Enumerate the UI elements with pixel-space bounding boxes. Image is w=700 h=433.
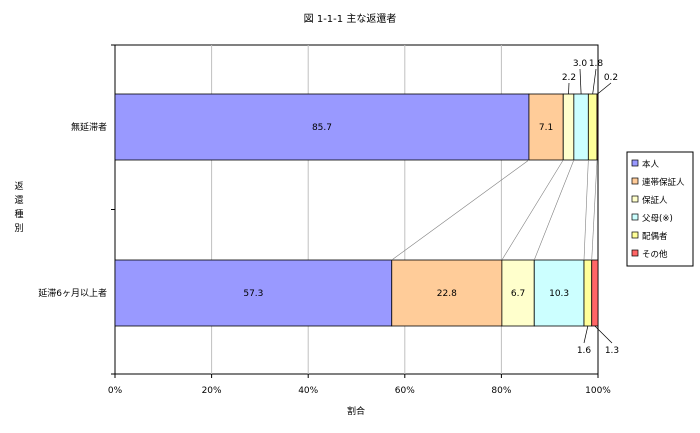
bar-segment: [597, 94, 598, 160]
data-label: 10.3: [549, 289, 569, 299]
series-connector-line: [392, 160, 529, 260]
y-axis-title-char: 還: [14, 194, 23, 206]
legend-label: 配偶者: [642, 231, 668, 242]
x-tick-label: 0%: [108, 386, 123, 396]
y-axis-title-char: 種: [14, 209, 23, 220]
bar-segment: [584, 260, 592, 326]
legend-swatch: [632, 178, 638, 184]
y-axis-title-char: 返: [14, 180, 23, 192]
legend-swatch: [632, 232, 638, 238]
data-label: 1.3: [605, 346, 619, 356]
data-label-leader: [595, 326, 612, 343]
data-label: 1.6: [577, 346, 592, 356]
data-label-leader: [593, 69, 596, 94]
y-axis-title-char: 別: [14, 223, 23, 234]
x-tick-label: 20%: [202, 386, 222, 396]
bar-segment: [574, 94, 588, 160]
legend-label: その他: [642, 249, 668, 260]
legend-label: 父母(※): [642, 214, 673, 224]
bar-segment: [588, 94, 597, 160]
data-label: 0.2: [604, 73, 618, 83]
x-tick-label: 40%: [298, 386, 318, 396]
x-axis-title: 割合: [347, 405, 365, 417]
data-label: 57.3: [243, 289, 263, 299]
data-label: 22.8: [437, 289, 457, 299]
data-label: 85.7: [312, 123, 332, 133]
data-label: 1.8: [589, 59, 604, 69]
legend-swatch: [632, 160, 638, 166]
legend-label: 本人: [642, 159, 660, 170]
chart-title: 図 1-1-1 主な返還者: [304, 13, 397, 25]
series-connector-line: [584, 160, 588, 260]
x-tick-label: 80%: [491, 386, 511, 396]
data-label: 3.0: [573, 59, 588, 69]
legend-swatch: [632, 196, 638, 202]
data-label: 6.7: [511, 289, 525, 299]
x-tick-label: 60%: [395, 386, 415, 396]
y-category-label: 延滞6ヶ月以上者: [38, 287, 107, 299]
data-label-leader: [598, 83, 611, 94]
legend-swatch: [632, 250, 638, 256]
data-label-leader: [580, 69, 581, 94]
bar-segment: [563, 94, 574, 160]
data-label-leader: [584, 326, 588, 343]
bar-segment: [592, 260, 598, 326]
legend-label: 保証人: [642, 195, 668, 206]
legend-swatch: [632, 214, 638, 220]
legend-box: [627, 152, 693, 266]
x-tick-label: 100%: [585, 386, 611, 396]
data-label: 2.2: [562, 73, 576, 83]
y-category-label: 無延滞者: [71, 121, 107, 133]
legend-label: 連帯保証人: [642, 177, 685, 188]
data-label: 7.1: [539, 123, 553, 133]
series-connector-line: [592, 160, 597, 260]
